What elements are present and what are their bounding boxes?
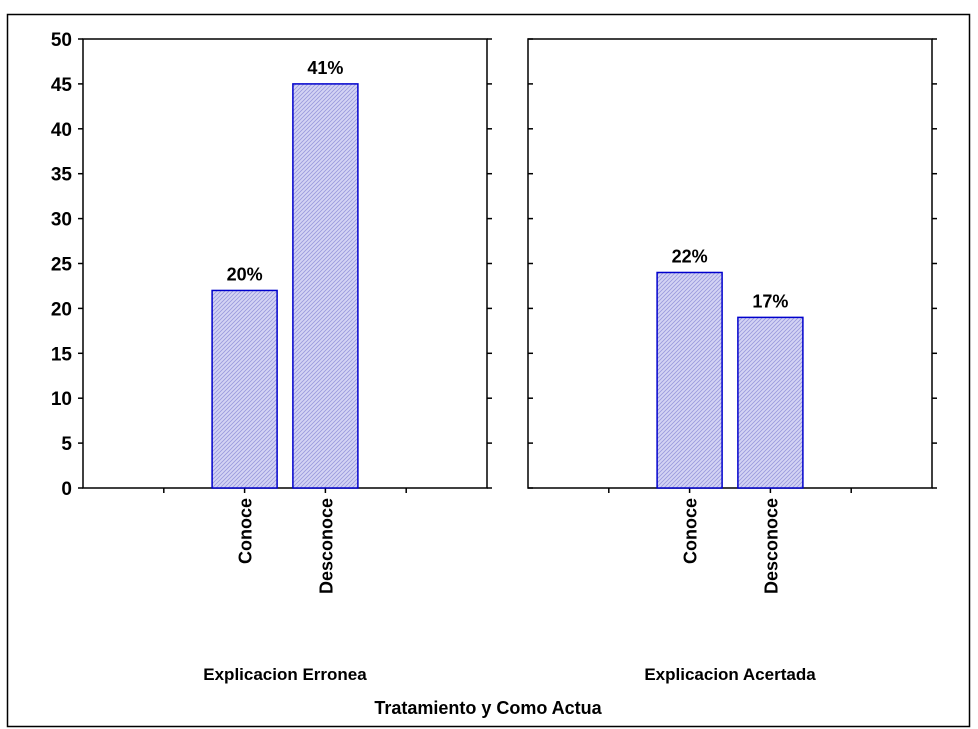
data-label: 17% (752, 291, 788, 311)
category-label: Desconoce (316, 498, 336, 594)
panels: 20% Conoce 41% Desconoce Explicacion Erronea… (82, 38, 937, 684)
y-tick-label: 15 (51, 344, 73, 365)
x-axis-title: Tratamiento y Como Actua (374, 698, 602, 718)
panel-0: 20% Conoce 41% Desconoce Explicacion Erronea (82, 38, 492, 684)
bar-desconoce (292, 83, 359, 489)
y-tick-label: 10 (51, 389, 72, 410)
category-label: Conoce (681, 498, 701, 564)
panel-1: 22% Conoce 17% Desconoce Explicacion Acertad… (527, 38, 937, 684)
group-label: Explicacion Erronea (203, 665, 367, 684)
y-tick-label: 30 (51, 210, 72, 231)
category-label: Desconoce (761, 498, 781, 594)
bar-desconoce (737, 316, 804, 489)
category-label: Conoce (236, 498, 256, 564)
y-tick-label: 35 (51, 165, 73, 186)
panel-frame (527, 38, 933, 489)
y-tick-label: 20 (51, 299, 72, 320)
bar-conoce (211, 289, 278, 489)
y-tick-label: 5 (61, 434, 72, 455)
group-label: Explicacion Acertada (644, 665, 816, 684)
panel-frame (82, 38, 488, 489)
data-label: 22% (672, 246, 708, 266)
figure-frame (6, 13, 971, 728)
data-label: 20% (227, 264, 263, 284)
y-tick-label: 0 (61, 479, 72, 500)
y-tick-label: 25 (51, 255, 73, 276)
y-tick-label: 45 (51, 75, 73, 96)
y-axis: 0 5 10 15 20 25 30 35 40 45 50 (51, 30, 83, 500)
y-tick-label: 50 (51, 30, 72, 51)
y-tick-label: 40 (51, 120, 72, 141)
bar-conoce (656, 271, 723, 489)
data-label: 41% (307, 58, 343, 78)
